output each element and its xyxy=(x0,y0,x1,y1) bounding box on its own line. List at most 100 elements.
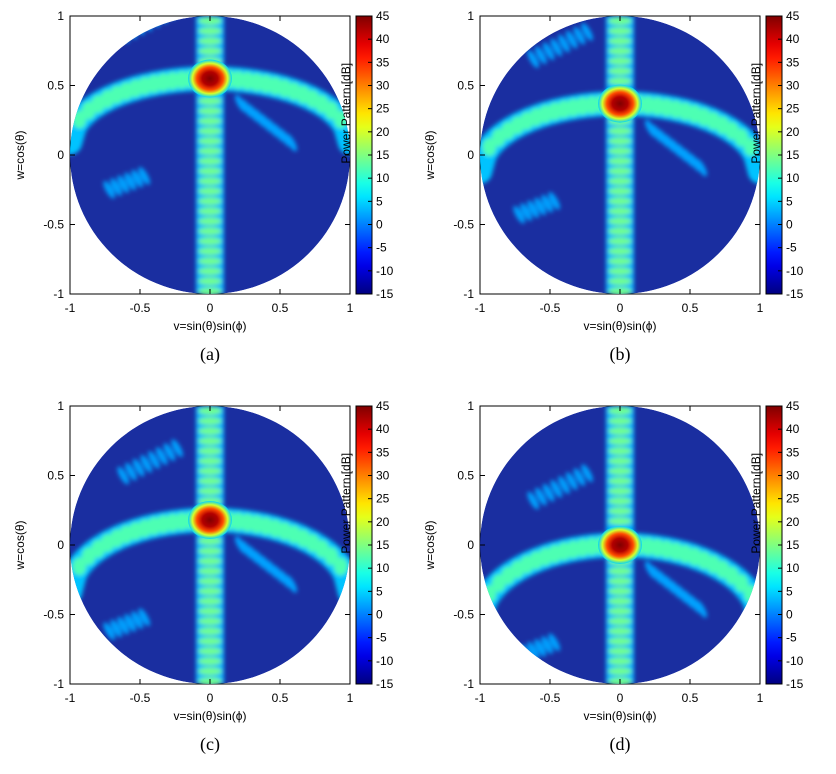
colorbar-tick-label: -15 xyxy=(376,287,394,301)
sidelobe xyxy=(608,37,632,46)
sidelobe xyxy=(608,27,632,36)
grating-lobe xyxy=(548,192,561,210)
sidelobe xyxy=(608,57,632,66)
grating-lobe xyxy=(125,462,137,481)
colorbar-label: Power Pattern [dB] xyxy=(339,453,353,554)
colorbar-tick-label: -10 xyxy=(786,264,804,278)
grating-lobe xyxy=(103,180,116,199)
grating-lobe xyxy=(527,50,540,68)
sidelobe xyxy=(198,47,222,56)
colorbar-label: Power Pattern [dB] xyxy=(749,453,763,554)
x-tick-label: 1 xyxy=(347,691,354,705)
grating-lobe xyxy=(573,26,586,45)
colorbar-tick-label: -10 xyxy=(376,654,394,668)
sidelobe xyxy=(198,457,222,466)
panel-caption: (d) xyxy=(610,734,631,755)
sidelobe xyxy=(198,117,222,126)
sidelobe xyxy=(734,128,749,147)
colorbar-label: Power Pattern [dB] xyxy=(339,63,353,164)
grating-lobe xyxy=(513,205,526,224)
colorbar-tick-label: 25 xyxy=(786,492,800,506)
chart-panel-a: -1 -0.5 0 0.5 1 -1 -0.5 0 0.5 1 v=sin(θ)sin(ϕ) w=co… xyxy=(0,0,418,384)
colorbar-tick-label: 40 xyxy=(786,422,800,436)
grating-lobe xyxy=(534,197,547,216)
sidelobe xyxy=(198,617,222,626)
sidelobe xyxy=(608,457,632,466)
sidelobe xyxy=(198,197,222,206)
grating-lobe xyxy=(573,468,586,487)
grating-lobe xyxy=(695,600,708,618)
colorbar-tick-label: -5 xyxy=(376,631,387,645)
grating-lobe xyxy=(535,46,547,65)
colorbar-tick-label: 20 xyxy=(786,515,800,529)
colorbar-tick-label: 15 xyxy=(786,148,800,162)
sidelobe xyxy=(198,587,222,596)
sidelobe xyxy=(198,557,222,566)
colorbar-tick-label: 30 xyxy=(786,469,800,483)
sidelobe xyxy=(198,417,222,426)
colorbar-tick-label: 15 xyxy=(376,148,390,162)
sidelobe xyxy=(198,17,222,26)
sidelobe xyxy=(198,407,222,416)
grating-lobe xyxy=(169,0,185,17)
colorbar-tick-label: -5 xyxy=(376,241,387,255)
sidelobe xyxy=(608,277,632,286)
sidelobe xyxy=(608,157,632,166)
grating-lobe xyxy=(124,172,137,191)
colorbar-tick-label: 35 xyxy=(786,445,800,459)
heatmap-svg: -1 -0.5 0 0.5 1 -1 -0.5 0 0.5 1 v=sin(θ)sin(ϕ) w=co… xyxy=(423,399,804,755)
colorbar-tick-label: 5 xyxy=(376,194,383,208)
y-tick-label: -0.5 xyxy=(43,218,64,232)
sidelobe xyxy=(198,447,222,456)
sidelobe xyxy=(198,207,222,216)
x-tick-label: 0.5 xyxy=(682,691,699,705)
sidelobe xyxy=(324,547,339,566)
sidelobe xyxy=(198,237,222,246)
grating-lobe xyxy=(285,133,298,152)
x-tick-label: 1 xyxy=(347,301,354,315)
chart-panel-b: -1 -0.5 0 0.5 1 -1 -0.5 0 0.5 1 v=sin(θ)sin(ϕ) w=co… xyxy=(410,0,828,384)
sidelobe xyxy=(734,574,749,593)
y-tick-label: -0.5 xyxy=(43,608,64,622)
sidelobe xyxy=(198,607,222,616)
sidelobe xyxy=(198,567,222,576)
y-tick-label: 0 xyxy=(57,148,64,162)
chart-panel-d: -1 -0.5 0 0.5 1 -1 -0.5 0 0.5 1 v=sin(θ)sin(ϕ) w=co… xyxy=(410,390,828,774)
heatmap-svg: -1 -0.5 0 0.5 1 -1 -0.5 0 0.5 1 v=sin(θ)sin(ϕ) w=co… xyxy=(423,9,804,365)
sidelobe xyxy=(198,577,222,586)
sidelobe xyxy=(743,138,758,157)
sidelobe xyxy=(608,197,632,206)
colorbar-label: Power Pattern [dB] xyxy=(749,63,763,164)
sidelobe xyxy=(608,257,632,266)
grating-lobe xyxy=(527,491,540,510)
grating-lobe xyxy=(117,616,130,635)
colorbar-tick-label: 30 xyxy=(786,79,800,93)
sidelobe xyxy=(198,437,222,446)
colorbar-tick-label: -15 xyxy=(786,677,804,691)
sidelobe xyxy=(198,137,222,146)
y-tick-label: -1 xyxy=(53,287,64,301)
grating-lobe xyxy=(548,633,561,652)
y-tick-label: 0 xyxy=(57,538,64,552)
grating-lobe xyxy=(171,439,183,458)
grating-lobe xyxy=(140,454,153,473)
grating-lobe xyxy=(124,614,137,632)
colorbar-tick-label: -5 xyxy=(786,241,797,255)
sidelobe xyxy=(198,537,222,546)
sidelobe xyxy=(198,487,222,496)
y-tick-label: -0.5 xyxy=(453,218,474,232)
x-tick-label: -0.5 xyxy=(130,301,151,315)
y-tick-label: 0.5 xyxy=(47,469,64,483)
main-beam xyxy=(188,500,232,539)
sidelobe xyxy=(608,47,632,56)
sidelobe xyxy=(198,467,222,476)
colorbar-tick-label: 25 xyxy=(376,492,390,506)
sidelobe xyxy=(608,147,632,156)
colorbar-tick-label: 0 xyxy=(786,608,793,622)
colorbar-tick-label: 0 xyxy=(376,218,383,232)
sidelobe xyxy=(608,67,632,76)
sidelobe xyxy=(198,187,222,196)
sidelobe xyxy=(198,547,222,556)
y-axis-label: w=cos(θ) xyxy=(13,130,27,180)
main-beam xyxy=(598,526,642,564)
